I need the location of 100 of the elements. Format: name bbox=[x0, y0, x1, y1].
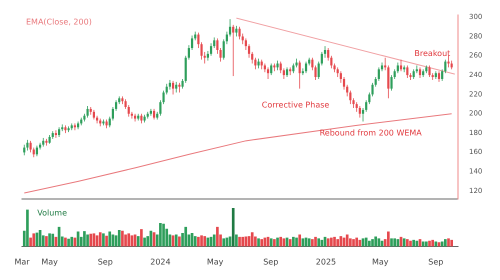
candlestick bbox=[140, 113, 143, 124]
bar bbox=[311, 239, 314, 246]
x-tick-label: Sep bbox=[263, 257, 278, 266]
candlestick bbox=[36, 145, 38, 157]
bar bbox=[127, 233, 130, 246]
bar bbox=[396, 239, 400, 246]
bar bbox=[364, 238, 368, 246]
bar bbox=[238, 236, 241, 246]
bar bbox=[416, 240, 418, 246]
bar bbox=[438, 242, 440, 246]
bar bbox=[235, 234, 238, 246]
bar bbox=[203, 236, 206, 246]
bar bbox=[150, 230, 152, 246]
candlestick bbox=[260, 59, 263, 70]
bar bbox=[162, 224, 165, 246]
candlestick bbox=[58, 126, 60, 138]
bar bbox=[134, 234, 136, 246]
bar bbox=[250, 232, 254, 246]
bar bbox=[102, 233, 105, 246]
candlestick bbox=[390, 74, 393, 91]
candlestick bbox=[175, 81, 178, 93]
bar bbox=[64, 238, 67, 246]
bar bbox=[295, 238, 298, 246]
bar bbox=[136, 236, 140, 246]
candlestick bbox=[406, 65, 408, 78]
bar bbox=[260, 239, 264, 246]
bar bbox=[32, 233, 36, 246]
candlestick bbox=[210, 42, 212, 56]
bar bbox=[29, 238, 32, 246]
bar bbox=[346, 234, 349, 246]
bar bbox=[226, 238, 228, 246]
bar bbox=[159, 223, 162, 246]
candlestick bbox=[447, 55, 450, 68]
candlestick bbox=[23, 144, 26, 156]
candlestick bbox=[358, 106, 361, 118]
bar bbox=[336, 239, 340, 246]
bar bbox=[314, 236, 317, 246]
candlestick bbox=[270, 63, 272, 76]
bar bbox=[447, 238, 450, 246]
bar bbox=[304, 238, 308, 246]
bar bbox=[178, 236, 181, 246]
bar bbox=[210, 236, 212, 246]
candlestick bbox=[400, 59, 402, 72]
bar bbox=[340, 236, 342, 246]
bar bbox=[276, 238, 279, 246]
candlestick bbox=[232, 24, 234, 76]
bar bbox=[374, 236, 378, 246]
bar bbox=[380, 240, 384, 246]
bar bbox=[387, 231, 390, 246]
bar bbox=[143, 238, 146, 246]
candlestick bbox=[54, 130, 58, 138]
bar bbox=[112, 234, 114, 246]
bar bbox=[254, 236, 257, 246]
bar bbox=[58, 226, 60, 246]
bar bbox=[200, 235, 203, 246]
bar bbox=[266, 236, 270, 246]
bar bbox=[105, 236, 108, 246]
bar bbox=[406, 239, 409, 246]
x-tick-label: Sep bbox=[98, 257, 113, 266]
bar bbox=[286, 238, 288, 246]
candlestick bbox=[254, 57, 256, 70]
candlestick bbox=[298, 60, 301, 90]
bar bbox=[92, 233, 96, 246]
bar bbox=[86, 234, 89, 246]
candlestick bbox=[235, 25, 238, 37]
bar bbox=[330, 238, 333, 246]
bar bbox=[184, 226, 188, 246]
annotation: Corrective Phase bbox=[262, 100, 330, 110]
candlestick bbox=[276, 60, 279, 71]
candlestick bbox=[257, 58, 260, 69]
bar bbox=[390, 238, 393, 246]
bar bbox=[362, 238, 364, 246]
bar bbox=[51, 234, 54, 246]
x-tick-label: Sep bbox=[428, 257, 444, 266]
x-tick-label: 2024 bbox=[150, 257, 171, 266]
annotation: Breakout bbox=[414, 49, 450, 58]
bar bbox=[333, 236, 336, 246]
x-tick-label: Mar bbox=[14, 257, 30, 266]
bar bbox=[98, 232, 102, 246]
bar bbox=[54, 236, 58, 246]
x-tick-label: May bbox=[41, 257, 58, 266]
annotation: Volume bbox=[37, 208, 68, 218]
bar bbox=[264, 238, 266, 246]
bar bbox=[298, 234, 302, 246]
bar bbox=[96, 235, 98, 246]
bar bbox=[152, 232, 156, 246]
x-tick-label: May bbox=[372, 257, 389, 266]
bar bbox=[190, 233, 194, 246]
bar bbox=[400, 236, 402, 246]
candlestick bbox=[412, 68, 415, 80]
bar bbox=[244, 236, 248, 246]
candlestick bbox=[238, 26, 241, 40]
bar bbox=[36, 232, 38, 246]
bar bbox=[206, 238, 210, 246]
bar bbox=[444, 239, 447, 246]
bar bbox=[216, 226, 219, 246]
bar bbox=[48, 233, 51, 246]
bar bbox=[409, 240, 412, 246]
bar bbox=[371, 239, 374, 246]
bar bbox=[368, 240, 371, 246]
